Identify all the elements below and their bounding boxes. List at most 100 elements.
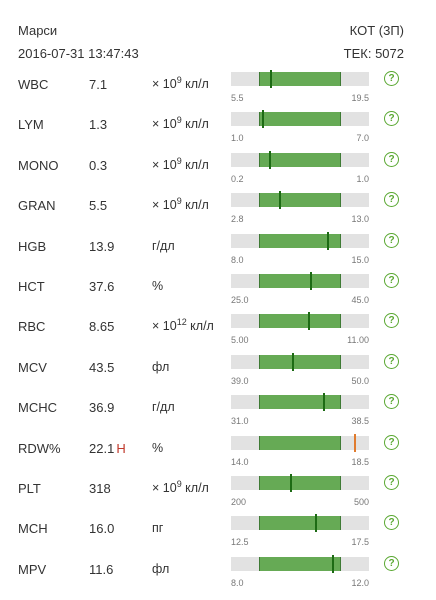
value-marker <box>290 473 292 492</box>
range-bar <box>231 554 369 573</box>
range-max: 17.5 <box>351 537 369 548</box>
normal-range <box>259 516 341 531</box>
value-number: 43.5 <box>89 359 115 375</box>
range-max: 1.0 <box>356 173 369 184</box>
normal-range <box>259 556 341 571</box>
unit-suffix: кл/л <box>181 198 209 213</box>
param-name: HGB <box>18 238 47 254</box>
value-number: 1.3 <box>89 117 108 133</box>
table-row: HCT 37.6% 25.0 45.0? <box>0 264 436 305</box>
help-icon[interactable]: ? <box>384 272 399 288</box>
value-number: 11.6 <box>89 561 114 577</box>
value-marker <box>353 433 356 452</box>
table-row: MONO 0.3 × 109 кл/л 0.2 1.0? <box>0 143 436 184</box>
param-value: 37.6 <box>89 279 116 294</box>
help-icon[interactable]: ? <box>384 353 399 369</box>
range-max: 11.00 <box>347 335 369 346</box>
value-marker <box>279 191 282 210</box>
table-row: RBC 8.65 × 1012 кл/л 5.00 11.00? <box>0 304 436 346</box>
help-icon[interactable]: ? <box>384 192 399 208</box>
value-number: 7.1 <box>89 77 108 92</box>
range-max: 7.0 <box>356 133 369 144</box>
table-row: RDW% 22.1 H% 14.0 18.5? <box>0 426 436 467</box>
normal-range <box>259 475 341 490</box>
value-marker <box>322 393 325 412</box>
help-icon[interactable]: ? <box>384 313 399 329</box>
unit-exponent: 9 <box>176 196 182 207</box>
value-number: 318 <box>89 480 111 496</box>
param-value: 13.9 <box>89 239 116 254</box>
range-bar <box>231 473 369 492</box>
help-icon[interactable]: ? <box>384 232 399 248</box>
range-min: 0.2 <box>231 173 244 184</box>
help-icon[interactable]: ? <box>384 515 399 531</box>
param-name: RDW% <box>18 440 61 456</box>
param-unit: % <box>152 441 163 455</box>
normal-range <box>259 314 341 329</box>
help-icon[interactable]: ? <box>384 151 399 167</box>
param-unit: г/дл <box>152 400 175 414</box>
param-unit: фл <box>152 562 169 576</box>
range-min: 14.0 <box>231 456 249 467</box>
range-bar <box>231 191 369 210</box>
range-min: 5.00 <box>231 335 249 346</box>
param-name: MCV <box>18 359 47 375</box>
help-icon[interactable]: ? <box>384 111 399 127</box>
help-icon[interactable]: ? <box>384 394 399 410</box>
flag-badge: H <box>116 440 126 456</box>
unit-base: × 10 <box>152 480 177 495</box>
normal-range <box>259 435 341 450</box>
value-marker <box>331 554 334 573</box>
range-bar <box>231 271 369 290</box>
unit-suffix: кл/л <box>181 77 209 91</box>
patient-name: Марси <box>18 23 58 38</box>
report-header: Марси КОТ (3П) 2016-07-31 13:47:43 ТЕК: … <box>0 0 436 70</box>
param-name: LYM <box>18 117 44 133</box>
range-bar <box>231 150 369 169</box>
range-bar <box>231 312 369 331</box>
value-marker <box>326 231 329 250</box>
test-number: ТЕК: 5072 <box>343 46 404 61</box>
help-icon[interactable]: ? <box>384 474 399 490</box>
value-number: 37.6 <box>89 278 115 294</box>
range-max: 12.0 <box>351 577 369 588</box>
unit-suffix: кл/л <box>181 157 209 172</box>
param-name: WBC <box>18 77 49 92</box>
param-value: 16.0 <box>89 521 116 536</box>
help-icon[interactable]: ? <box>384 434 399 450</box>
param-value: 7.1 <box>89 77 109 92</box>
range-min: 39.0 <box>231 375 249 386</box>
value-number: 5.5 <box>89 198 108 214</box>
param-name: MONO <box>18 157 59 173</box>
param-value: 318 <box>89 481 113 496</box>
unit-base: × 10 <box>152 77 177 91</box>
species-label: КОТ (3П) <box>349 23 404 38</box>
help-icon[interactable]: ? <box>384 71 399 86</box>
test-datetime: 2016-07-31 13:47:43 <box>18 46 139 61</box>
value-marker <box>291 352 294 371</box>
value-marker <box>262 110 265 129</box>
value-number: 22.1 <box>89 440 115 456</box>
unit-base: % <box>152 440 164 455</box>
normal-range <box>259 233 341 248</box>
param-unit: × 109 кл/л <box>152 479 209 495</box>
range-bar <box>231 231 369 250</box>
normal-range <box>259 354 341 369</box>
param-name: GRAN <box>18 198 56 214</box>
help-icon[interactable]: ? <box>384 555 399 571</box>
param-name: PLT <box>18 480 41 496</box>
param-name: MPV <box>18 561 47 577</box>
unit-base: г/дл <box>152 400 175 415</box>
unit-base: фл <box>152 561 170 576</box>
value-marker <box>268 150 271 169</box>
value-number: 36.9 <box>89 400 115 416</box>
unit-base: × 10 <box>152 117 177 132</box>
value-number: 8.65 <box>89 319 115 335</box>
range-min: 8.0 <box>231 577 244 588</box>
unit-exponent: 9 <box>176 115 182 126</box>
param-value: 0.3 <box>89 158 109 173</box>
unit-suffix: кл/л <box>186 319 214 334</box>
unit-exponent: 9 <box>176 75 182 85</box>
param-value: 1.3 <box>89 117 109 132</box>
range-bar <box>231 433 369 452</box>
